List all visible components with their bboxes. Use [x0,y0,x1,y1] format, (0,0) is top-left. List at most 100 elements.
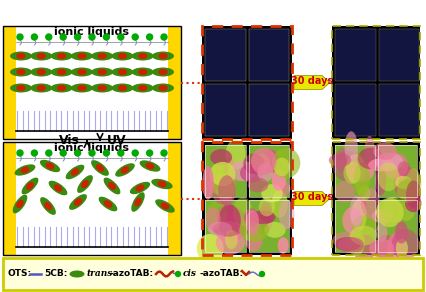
Ellipse shape [16,200,24,208]
Ellipse shape [375,153,403,171]
Ellipse shape [118,53,127,59]
Ellipse shape [373,142,397,160]
Circle shape [17,34,23,40]
Ellipse shape [30,51,52,60]
Ellipse shape [329,153,351,167]
Ellipse shape [69,194,87,210]
Ellipse shape [223,158,236,181]
Bar [336,85,374,135]
Ellipse shape [10,51,32,60]
Ellipse shape [132,51,154,60]
Ellipse shape [376,198,404,227]
Ellipse shape [77,85,86,91]
Ellipse shape [26,182,34,190]
Ellipse shape [91,84,113,93]
Ellipse shape [358,148,384,169]
Ellipse shape [259,202,273,233]
Ellipse shape [358,186,371,201]
Ellipse shape [350,226,377,246]
FancyArrow shape [294,192,330,206]
Ellipse shape [272,170,286,191]
Bar [332,26,420,139]
Circle shape [60,150,66,156]
Bar [335,145,374,197]
Ellipse shape [57,85,66,91]
Ellipse shape [361,188,380,218]
Ellipse shape [405,168,421,200]
Ellipse shape [57,53,66,59]
Ellipse shape [397,179,420,203]
Ellipse shape [112,51,133,60]
Bar [335,29,375,81]
Ellipse shape [248,178,268,192]
Ellipse shape [74,272,80,277]
Ellipse shape [279,200,294,229]
Circle shape [104,150,109,156]
Ellipse shape [10,84,32,93]
Ellipse shape [371,209,393,223]
Ellipse shape [376,223,387,242]
Ellipse shape [334,237,361,251]
Ellipse shape [248,211,276,224]
Ellipse shape [30,84,52,93]
Bar [248,145,289,197]
Bar [378,84,419,136]
Ellipse shape [130,182,150,194]
Ellipse shape [262,150,279,173]
Ellipse shape [152,67,174,77]
Bar [248,200,289,252]
Ellipse shape [140,160,161,172]
Text: -azoTAB:: -azoTAB: [199,270,243,279]
Ellipse shape [71,84,93,93]
Ellipse shape [69,270,84,277]
Ellipse shape [397,161,410,176]
Bar [335,200,374,252]
Bar [380,85,418,135]
Ellipse shape [351,199,366,232]
Ellipse shape [335,181,355,203]
FancyArrow shape [294,76,330,90]
Bar [3,258,423,290]
Bar [377,145,417,197]
Bar [168,142,181,255]
Ellipse shape [37,85,46,91]
Bar [206,30,245,80]
Ellipse shape [207,201,226,226]
Bar [336,30,374,80]
Ellipse shape [158,181,167,187]
Ellipse shape [66,165,84,179]
Ellipse shape [152,51,174,60]
Ellipse shape [98,85,107,91]
Ellipse shape [158,53,167,59]
Ellipse shape [74,198,82,206]
Text: -azoTAB:: -azoTAB: [109,270,153,279]
Ellipse shape [228,161,256,181]
Bar [377,200,417,252]
Ellipse shape [112,67,133,77]
Bar [248,29,289,81]
Bar [3,26,16,139]
Ellipse shape [81,180,89,188]
Bar [205,200,245,252]
Ellipse shape [91,51,113,60]
Bar [202,26,292,139]
Ellipse shape [54,184,62,192]
Ellipse shape [233,197,253,227]
Text: ionic liquids: ionic liquids [55,143,130,153]
Bar [332,142,420,255]
Ellipse shape [104,178,121,194]
Ellipse shape [208,222,232,236]
Bar [332,142,420,255]
Bar [3,26,181,139]
Ellipse shape [264,222,286,238]
Ellipse shape [394,167,420,200]
Ellipse shape [40,197,56,215]
Circle shape [75,34,81,40]
Ellipse shape [259,197,275,216]
Ellipse shape [276,182,291,196]
Bar [205,84,245,136]
Ellipse shape [261,184,283,202]
Ellipse shape [382,197,406,223]
Ellipse shape [261,206,271,225]
Ellipse shape [398,201,415,221]
